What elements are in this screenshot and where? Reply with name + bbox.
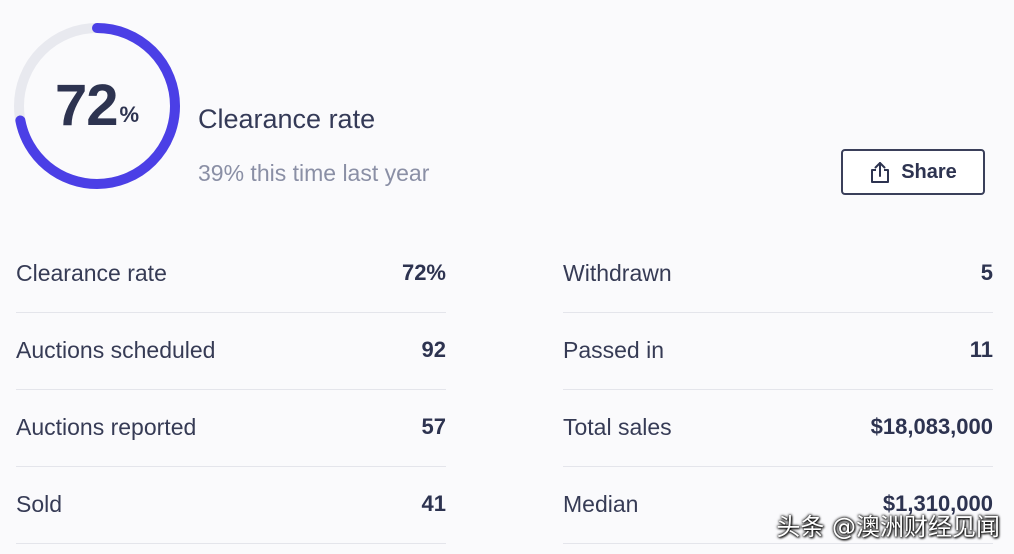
stats-right-column: Withdrawn 5 Passed in 11 Total sales $18…	[563, 236, 993, 544]
stats-left-column: Clearance rate 72% Auctions scheduled 92…	[16, 236, 446, 544]
stat-value: 5	[980, 260, 993, 285]
stat-row-total-sales: Total sales $18,083,000	[563, 390, 993, 467]
stat-value: 72%	[401, 260, 446, 285]
stat-row-auctions-scheduled: Auctions scheduled 92	[16, 313, 446, 390]
summary-title: Clearance rate	[198, 104, 376, 134]
gauge-ring	[14, 23, 180, 189]
stat-value: $1,310,000	[882, 491, 993, 516]
share-icon	[871, 162, 890, 183]
share-button[interactable]: Share	[841, 149, 985, 195]
stat-label: Withdrawn	[563, 259, 672, 286]
gauge-label: 72 %	[12, 21, 182, 191]
clearance-rate-gauge: 72 %	[12, 21, 182, 191]
stat-label: Sold	[16, 490, 63, 517]
stat-label: Total sales	[563, 413, 672, 440]
stat-row-median: Median $1,310,000	[563, 467, 993, 544]
stat-row-passed-in: Passed in 11	[563, 313, 993, 390]
stat-label: Auctions reported	[16, 413, 197, 440]
stat-row-sold: Sold 41	[16, 467, 446, 544]
gauge-unit: %	[119, 102, 140, 127]
gauge-progress-arc	[14, 23, 180, 189]
stat-label: Median	[563, 490, 639, 517]
stat-value: 41	[421, 491, 446, 516]
last-year-comparison: 39% this time last year	[198, 160, 430, 186]
stat-row-auctions-reported: Auctions reported 57	[16, 390, 446, 467]
share-button-label: Share	[901, 160, 957, 183]
gauge-value: 72	[54, 73, 119, 138]
source-watermark: 头条 @澳洲财经见闻	[776, 513, 1000, 541]
stat-value: 57	[421, 414, 446, 439]
stat-value: 11	[969, 337, 993, 362]
stat-label: Passed in	[563, 336, 665, 363]
stat-row-withdrawn: Withdrawn 5	[563, 236, 993, 313]
stat-label: Clearance rate	[16, 259, 167, 286]
stat-value: 92	[421, 337, 446, 362]
stat-row-clearance-rate: Clearance rate 72%	[16, 236, 446, 313]
stat-label: Auctions scheduled	[16, 336, 216, 363]
stat-value: $18,083,000	[870, 414, 993, 439]
